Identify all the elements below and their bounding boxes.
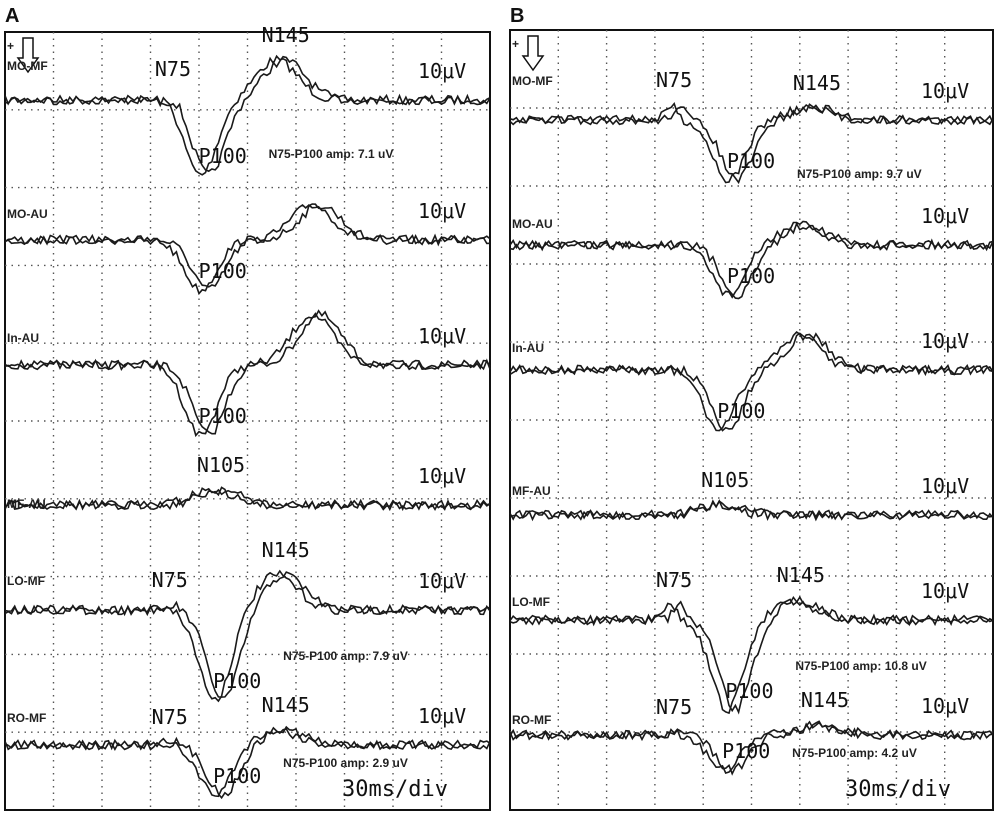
scale-label: 10μV bbox=[418, 199, 466, 223]
waveform-sweep-2 bbox=[4, 571, 491, 698]
waveform-sweep-2 bbox=[4, 488, 491, 512]
scale-label: 10μV bbox=[921, 329, 969, 353]
peak-label: N145 bbox=[262, 23, 310, 47]
trace-label: LO-MF bbox=[512, 595, 550, 609]
amplitude-annotation: N75-P100 amp: 9.7 uV bbox=[797, 167, 922, 181]
peak-label: P100 bbox=[213, 669, 261, 693]
peak-label: N145 bbox=[262, 538, 310, 562]
peak-label: N105 bbox=[197, 453, 245, 477]
peak-label: N75 bbox=[656, 68, 692, 92]
trace-label: MF-AU bbox=[512, 484, 551, 498]
waveform-sweep-1 bbox=[509, 720, 994, 774]
waveform-sweep-1 bbox=[509, 499, 994, 522]
scale-label: 10μV bbox=[921, 204, 969, 228]
scale-label: 10μV bbox=[921, 474, 969, 498]
trace-label: MO-AU bbox=[7, 207, 48, 221]
stimulus-arrow-icon bbox=[16, 37, 40, 74]
peak-label: N75 bbox=[152, 705, 188, 729]
peak-label: P100 bbox=[727, 149, 775, 173]
waveform-sweep-2 bbox=[4, 725, 491, 800]
time-base-label: 30ms/div bbox=[342, 777, 448, 802]
peak-label: N145 bbox=[262, 693, 310, 717]
waveform-sweep-2 bbox=[4, 203, 491, 288]
peak-label: N75 bbox=[656, 568, 692, 592]
peak-label: P100 bbox=[727, 264, 775, 288]
scale-label: 10μV bbox=[418, 59, 466, 83]
waveform-sweep-2 bbox=[4, 55, 491, 173]
scale-label: 10μV bbox=[418, 464, 466, 488]
peak-label: P100 bbox=[199, 259, 247, 283]
trace-label: RO-MF bbox=[512, 713, 551, 727]
peak-label: N75 bbox=[152, 568, 188, 592]
peak-label: N75 bbox=[656, 695, 692, 719]
trace-label: MO-MF bbox=[512, 74, 553, 88]
waveform-sweep-1 bbox=[509, 101, 994, 184]
amplitude-annotation: N75-P100 amp: 10.8 uV bbox=[795, 659, 926, 673]
stimulus-arrow-icon bbox=[521, 35, 545, 72]
peak-label: N75 bbox=[155, 57, 191, 81]
waveform-sweep-1 bbox=[509, 220, 994, 299]
peak-label: P100 bbox=[213, 764, 261, 788]
amplitude-annotation: N75-P100 amp: 4.2 uV bbox=[792, 746, 917, 760]
waveform-sweep-1 bbox=[509, 595, 994, 715]
peak-label: N145 bbox=[793, 71, 841, 95]
waveform-sweep-1 bbox=[4, 726, 491, 798]
scale-label: 10μV bbox=[418, 704, 466, 728]
amplitude-annotation: N75-P100 amp: 7.1 uV bbox=[269, 147, 394, 161]
stimulus-marker: + bbox=[512, 37, 519, 51]
peak-label: N105 bbox=[701, 468, 749, 492]
waveform-sweep-1 bbox=[4, 569, 491, 703]
stimulus-marker: + bbox=[7, 39, 14, 53]
scale-label: 10μV bbox=[418, 569, 466, 593]
panel-letter: B bbox=[510, 5, 524, 27]
waveform-sweep-2 bbox=[509, 720, 994, 776]
trace-label: LO-MF bbox=[7, 574, 45, 588]
trace-label: MO-AU bbox=[512, 217, 553, 231]
scale-label: 10μV bbox=[418, 324, 466, 348]
trace-label: In-AU bbox=[512, 341, 544, 355]
amplitude-annotation: N75-P100 amp: 2.9 uV bbox=[283, 756, 408, 770]
waveform-sweep-2 bbox=[509, 499, 994, 522]
peak-label: P100 bbox=[722, 739, 770, 763]
peak-label: P100 bbox=[199, 144, 247, 168]
peak-label: P100 bbox=[199, 404, 247, 428]
scale-label: 10μV bbox=[921, 694, 969, 718]
peak-label: P100 bbox=[725, 679, 773, 703]
waveform-sweep-2 bbox=[509, 103, 994, 185]
peak-label: N145 bbox=[801, 688, 849, 712]
waveform-sweep-2 bbox=[509, 595, 994, 715]
amplitude-annotation: N75-P100 amp: 7.9 uV bbox=[283, 649, 408, 663]
trace-label: In-AU bbox=[7, 331, 39, 345]
time-base-label: 30ms/div bbox=[845, 777, 951, 802]
waveform-sweep-2 bbox=[509, 332, 994, 432]
trace-label: MO-MF bbox=[7, 59, 48, 73]
waveform-sweep-2 bbox=[4, 309, 491, 435]
peak-label: P100 bbox=[717, 399, 765, 423]
peak-label: N145 bbox=[777, 563, 825, 587]
panel-letter: A bbox=[5, 5, 19, 27]
waveform-sweep-1 bbox=[4, 203, 491, 296]
scale-label: 10μV bbox=[921, 79, 969, 103]
waveform-sweep-2 bbox=[509, 221, 994, 300]
waveform-sweep-1 bbox=[509, 330, 994, 432]
scale-label: 10μV bbox=[921, 579, 969, 603]
trace-label: RO-MF bbox=[7, 711, 46, 725]
